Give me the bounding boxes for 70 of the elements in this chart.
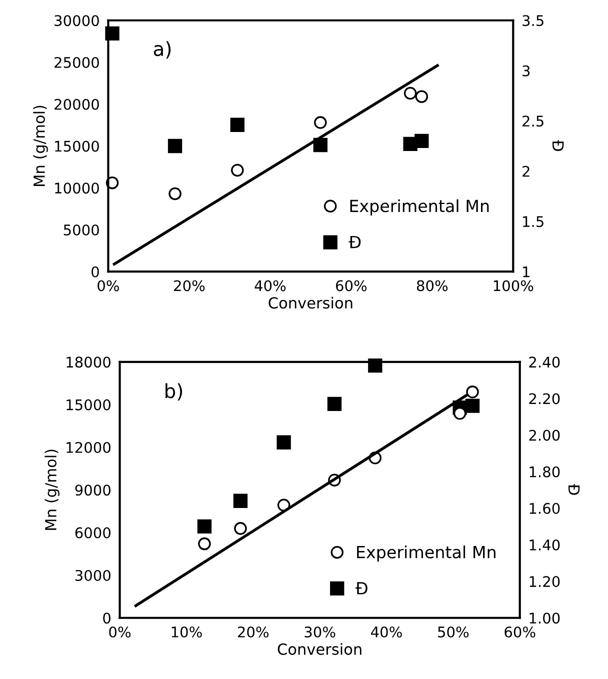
annotation: b)	[166, 383, 182, 401]
y2-tick-label: 2.5	[522, 116, 544, 127]
y-tick-label: 5000	[64, 224, 99, 236]
point	[327, 396, 342, 412]
y2-axis-title: Đ	[568, 484, 580, 495]
point	[415, 90, 428, 103]
legend-label: Experimental Mn	[350, 199, 489, 216]
y2-tick-label: 2.00	[529, 430, 560, 441]
y-tick-label: 15000	[66, 399, 110, 410]
x-tick-label: 40%	[254, 280, 286, 292]
y2-tick-label: 1.20	[530, 576, 560, 588]
point	[168, 187, 182, 200]
x-axis-title: Conversion	[268, 296, 352, 309]
legend-label: Experimental Mn	[357, 546, 496, 562]
x-tick-label: 80%	[416, 280, 448, 292]
x-tick-label: 20%	[174, 280, 205, 292]
y-tick-label: 6000	[75, 527, 110, 538]
x-tick-label: 40%	[370, 626, 402, 638]
y-tick-label: 9000	[75, 484, 110, 496]
point	[314, 116, 327, 129]
legend-label: Đ	[348, 236, 361, 248]
x-tick-label: 60%	[504, 626, 536, 638]
y2-tick-label: 1.40	[530, 539, 560, 550]
x-tick-label: 100%	[494, 280, 534, 292]
y-axis-title: Mn (g/mol)	[33, 106, 48, 186]
point	[234, 522, 247, 535]
y2-tick-label: 2.40	[529, 356, 560, 368]
y2-tick-label: 1.60	[530, 502, 560, 514]
y-tick-label: 10000	[55, 182, 99, 194]
point	[466, 386, 479, 398]
y2-tick-label: 2.20	[529, 393, 560, 404]
y2-tick-label: 2	[522, 166, 530, 177]
point	[197, 519, 212, 534]
x-tick-label: 20%	[238, 626, 269, 638]
point	[465, 398, 480, 413]
y-tick-label: 12000	[66, 442, 110, 453]
y-tick-label: 18000	[66, 356, 110, 368]
y-tick-label: 30000	[54, 15, 99, 26]
point	[453, 406, 466, 420]
point	[233, 494, 248, 508]
x-axis-title: Conversion	[278, 643, 362, 655]
point	[198, 537, 211, 550]
y2-tick-label: 1.00	[530, 612, 560, 624]
x-tick-label: 50%	[438, 626, 469, 638]
y-axis-title: Mn (g/mol)	[44, 450, 60, 530]
y2-tick-label: 1.80	[530, 466, 560, 478]
x-tick-label: 10%	[172, 626, 202, 638]
point	[168, 138, 182, 154]
point	[404, 86, 417, 100]
y2-axis-title: Đ	[552, 140, 564, 151]
y-tick-label: 0	[92, 266, 99, 278]
y-tick-label: 3000	[75, 570, 110, 581]
legend-label: Đ	[356, 582, 368, 594]
y2-tick-label: 3.5	[522, 15, 544, 26]
x-tick-label: 60%	[336, 280, 367, 292]
y-tick-label: 0	[103, 612, 110, 624]
point	[276, 435, 291, 450]
y-tick-label: 20000	[54, 98, 99, 110]
x-tick-label: 0%	[98, 280, 119, 292]
point	[414, 134, 429, 148]
y-tick-label: 25000	[54, 56, 99, 68]
y2-tick-label: 1.5	[523, 216, 544, 228]
point	[230, 118, 244, 132]
y2-tick-label: 3	[522, 65, 530, 76]
x-tick-label: 0%	[109, 626, 131, 638]
annotation: a)	[154, 41, 171, 58]
x-tick-label: 30%	[304, 626, 336, 638]
y-tick-label: 15000	[55, 140, 99, 152]
point	[231, 164, 244, 177]
y2-tick-label: 1	[523, 266, 530, 278]
